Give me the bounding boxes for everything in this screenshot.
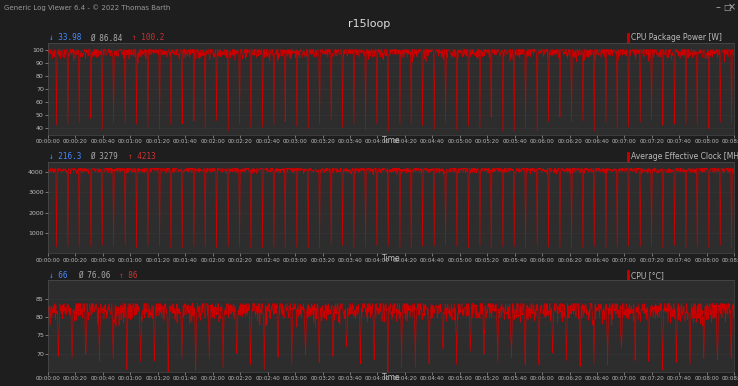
Text: Average Effective Clock [MHz]: Average Effective Clock [MHz] xyxy=(632,152,738,161)
Text: □: □ xyxy=(724,3,731,12)
Text: Ø 86.84: Ø 86.84 xyxy=(91,34,123,42)
Text: –: – xyxy=(716,2,720,12)
Text: Ø 76.06: Ø 76.06 xyxy=(78,271,111,280)
Text: Time: Time xyxy=(382,136,401,145)
Text: Generic Log Viewer 6.4 - © 2022 Thomas Barth: Generic Log Viewer 6.4 - © 2022 Thomas B… xyxy=(4,4,170,11)
Text: ↓ 66: ↓ 66 xyxy=(49,271,68,280)
Text: CPU Package Power [W]: CPU Package Power [W] xyxy=(632,34,723,42)
Text: ↓ 33.98: ↓ 33.98 xyxy=(49,34,82,42)
Text: ↑ 100.2: ↑ 100.2 xyxy=(131,34,164,42)
Text: ↑ 4213: ↑ 4213 xyxy=(128,152,155,161)
Text: Ø 3279: Ø 3279 xyxy=(91,152,118,161)
Text: ×: × xyxy=(728,2,736,12)
Text: r15loop: r15loop xyxy=(348,19,390,29)
Text: Time: Time xyxy=(382,373,401,382)
Text: CPU [°C]: CPU [°C] xyxy=(632,271,664,280)
Text: Time: Time xyxy=(382,254,401,263)
Text: ↑ 86: ↑ 86 xyxy=(120,271,138,280)
Text: ↓ 216.3: ↓ 216.3 xyxy=(49,152,82,161)
